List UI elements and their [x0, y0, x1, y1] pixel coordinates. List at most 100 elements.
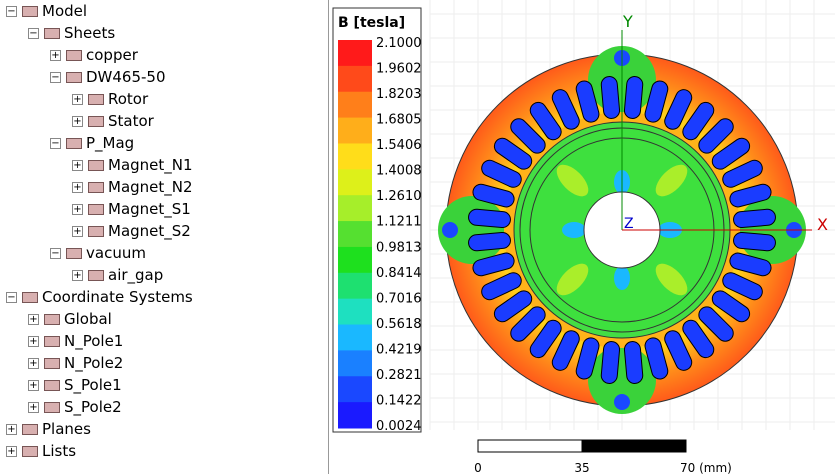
- tree-icon: [22, 424, 38, 435]
- slot: [468, 208, 511, 229]
- expander[interactable]: +: [50, 50, 61, 61]
- slot: [644, 80, 669, 123]
- tree-item[interactable]: N_Pole1: [64, 332, 124, 350]
- tree-icon: [88, 226, 104, 237]
- slot: [575, 337, 600, 380]
- legend-label: 1.2610: [376, 189, 422, 204]
- slot: [722, 159, 763, 188]
- legend-label: 0.2821: [376, 368, 422, 383]
- expander[interactable]: +: [28, 336, 39, 347]
- slot: [664, 330, 693, 371]
- legend-label: 1.1211: [376, 215, 422, 230]
- legend-label: 1.4008: [376, 164, 422, 179]
- expander[interactable]: +: [28, 314, 39, 325]
- slot: [623, 341, 644, 384]
- tree-icon: [44, 336, 60, 347]
- tree-item[interactable]: Rotor: [108, 90, 149, 108]
- expander[interactable]: +: [72, 204, 83, 215]
- slot: [733, 231, 776, 252]
- slot: [682, 319, 715, 359]
- slot: [729, 183, 772, 208]
- expander[interactable]: −: [50, 72, 61, 83]
- legend-label: 0.5618: [376, 317, 422, 332]
- axis-label: X: [817, 215, 828, 234]
- tree-item[interactable]: S_Pole2: [64, 398, 122, 416]
- expander[interactable]: +: [72, 226, 83, 237]
- slot: [722, 272, 763, 301]
- legend-swatch: [338, 195, 372, 222]
- legend-label: 1.5406: [376, 138, 422, 153]
- tree-item[interactable]: Sheets: [64, 24, 116, 42]
- legend-label: 1.9602: [376, 62, 422, 77]
- legend-label: 0.0024: [376, 419, 422, 434]
- slot: [472, 252, 515, 277]
- legend-swatch: [338, 246, 372, 274]
- expander[interactable]: −: [6, 292, 17, 303]
- slot: [510, 118, 546, 154]
- tree-item[interactable]: Lists: [42, 442, 77, 460]
- tree-icon: [22, 6, 38, 17]
- expander[interactable]: +: [28, 402, 39, 413]
- rotor-flux: [556, 164, 589, 197]
- expander[interactable]: −: [28, 28, 39, 39]
- expander[interactable]: +: [72, 94, 83, 105]
- expander[interactable]: +: [6, 446, 17, 457]
- tree-icon: [44, 314, 60, 325]
- rotor-low: [562, 222, 586, 238]
- axis-label: Y: [622, 12, 633, 31]
- expander[interactable]: −: [6, 6, 17, 17]
- legend-label: 0.7016: [376, 291, 422, 306]
- expander[interactable]: −: [50, 138, 61, 149]
- tree-item[interactable]: Magnet_S2: [108, 222, 191, 240]
- tree-item[interactable]: Magnet_S1: [108, 200, 191, 218]
- expander[interactable]: +: [72, 116, 83, 127]
- slot: [529, 101, 562, 141]
- tree-item[interactable]: Global: [64, 310, 112, 328]
- expander[interactable]: +: [6, 424, 17, 435]
- tree-item[interactable]: air_gap: [108, 266, 164, 284]
- legend-label: 2.1000: [376, 36, 422, 51]
- tree-item[interactable]: S_Pole1: [64, 376, 122, 394]
- slot: [481, 159, 522, 188]
- tree-icon: [66, 138, 82, 149]
- tree-item[interactable]: DW465-50: [86, 68, 166, 86]
- rotor-low: [614, 266, 630, 290]
- expander[interactable]: −: [50, 248, 61, 259]
- slot: [551, 89, 580, 130]
- expander[interactable]: +: [28, 358, 39, 369]
- rotor-flux: [556, 263, 589, 296]
- tree-icon: [88, 182, 104, 193]
- rotor-flux: [655, 263, 688, 296]
- legend-swatch: [338, 40, 372, 67]
- legend-label: 0.8414: [376, 266, 422, 281]
- legend-title: B [tesla]: [338, 15, 405, 31]
- tree-item[interactable]: Magnet_N1: [108, 156, 193, 174]
- tree-item[interactable]: Coordinate Systems: [42, 288, 193, 306]
- tree-item[interactable]: vacuum: [86, 244, 146, 262]
- expander[interactable]: +: [72, 160, 83, 171]
- tree-icon: [66, 248, 82, 259]
- tree-icon: [88, 270, 104, 281]
- tree-item[interactable]: N_Pole2: [64, 354, 124, 372]
- slot: [733, 208, 776, 229]
- tree-item[interactable]: Planes: [42, 420, 91, 438]
- expander[interactable]: +: [72, 182, 83, 193]
- expander[interactable]: +: [72, 270, 83, 281]
- tree-item[interactable]: Stator: [108, 112, 154, 130]
- slot: [644, 337, 669, 380]
- slot: [493, 137, 533, 170]
- scale-white: [477, 439, 583, 453]
- tree-item[interactable]: Model: [42, 2, 88, 20]
- tree-item[interactable]: copper: [86, 46, 138, 64]
- legend: B [tesla] 2.1000 1.9602 1.8203 1.6805 1.5406…: [332, 7, 422, 434]
- slot: [664, 89, 693, 130]
- slot: [472, 183, 515, 208]
- tree-icon: [88, 160, 104, 171]
- legend-swatch: [338, 169, 372, 196]
- tree-item[interactable]: P_Mag: [86, 134, 135, 152]
- slot: [729, 252, 772, 277]
- tree-item[interactable]: Magnet_N2: [108, 178, 193, 196]
- expander[interactable]: +: [28, 380, 39, 391]
- scale-label: 70 (mm): [680, 461, 732, 474]
- slot: [493, 290, 533, 323]
